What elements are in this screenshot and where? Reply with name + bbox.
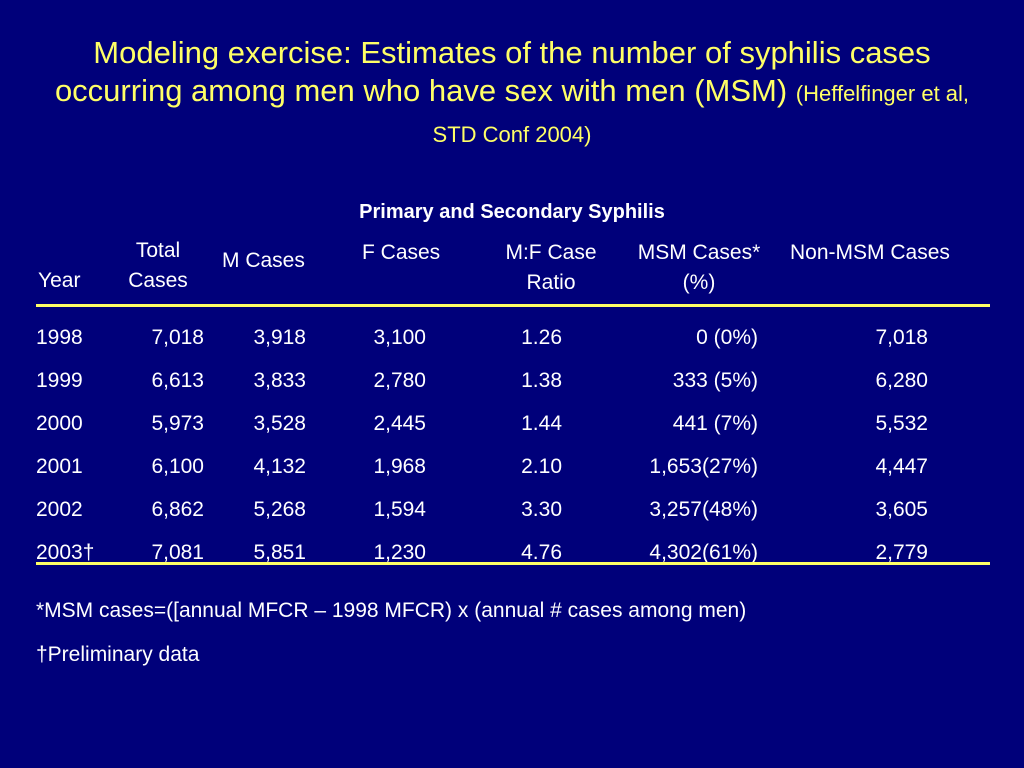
cell-year: 1998 [36, 326, 83, 349]
cell-nonmsm: 6,280 [875, 369, 928, 392]
cell-ratio: 1.44 [521, 412, 562, 435]
header-msm-cases: MSM Cases* (%) [622, 238, 776, 298]
cell-total: 6,613 [151, 369, 204, 392]
header-mf-ratio-line1: M:F Case [505, 241, 597, 264]
header-mf-ratio: M:F Case Ratio [492, 238, 610, 298]
cell-f: 1,594 [373, 498, 426, 521]
header-msm-cases-line1: MSM Cases* [637, 241, 761, 264]
cell-nonmsm: 3,605 [875, 498, 928, 521]
header-msm-cases-line2: (%) [682, 271, 716, 294]
cell-ratio: 1.38 [521, 369, 562, 392]
footer-rule [36, 562, 990, 565]
cell-nonmsm: 2,779 [875, 541, 928, 564]
header-m-cases: M Cases [222, 249, 305, 272]
header-total-cases-line1: Total [135, 239, 181, 262]
cell-year: 1999 [36, 369, 83, 392]
cell-msm: 441 (7%) [672, 412, 758, 435]
cell-nonmsm: 4,447 [875, 455, 928, 478]
slide-title: Modeling exercise: Estimates of the numb… [40, 34, 984, 154]
cell-f: 2,445 [373, 412, 426, 435]
header-total-cases: Total Cases [118, 236, 198, 296]
cell-msm: 1,653(27%) [649, 455, 758, 478]
cell-f: 1,230 [373, 541, 426, 564]
footnote-preliminary: †Preliminary data [36, 643, 200, 666]
slide-title-citation: (Heffelfinger et al, STD Conf 2004) [432, 81, 970, 147]
cell-msm: 333 (5%) [672, 369, 758, 392]
cell-m: 4,132 [253, 455, 306, 478]
slide-title-main: Modeling exercise: Estimates of the numb… [54, 35, 931, 108]
cell-year: 2000 [36, 412, 83, 435]
cell-m: 3,833 [253, 369, 306, 392]
cell-m: 3,918 [253, 326, 306, 349]
header-mf-ratio-line2: Ratio [526, 271, 576, 294]
cell-f: 2,780 [373, 369, 426, 392]
cell-total: 6,100 [151, 455, 204, 478]
cell-msm: 3,257(48%) [649, 498, 758, 521]
cell-msm: 4,302(61%) [649, 541, 758, 564]
cell-ratio: 1.26 [521, 326, 562, 349]
header-rule [36, 304, 990, 307]
cell-msm: 0 (0%) [696, 326, 758, 349]
cell-m: 5,268 [253, 498, 306, 521]
table-title: Primary and Secondary Syphilis [359, 201, 665, 223]
cell-total: 6,862 [151, 498, 204, 521]
cell-m: 3,528 [253, 412, 306, 435]
cell-m: 5,851 [253, 541, 306, 564]
cell-total: 7,018 [151, 326, 204, 349]
table-row: 2000 5,973 3,528 2,445 1.44 441 (7%) 5,5… [0, 409, 1024, 439]
cell-year: 2002 [36, 498, 83, 521]
cell-nonmsm: 7,018 [875, 326, 928, 349]
table-row: 1998 7,018 3,918 3,100 1.26 0 (0%) 7,018 [0, 323, 1024, 353]
cell-f: 1,968 [373, 455, 426, 478]
cell-year: 2003† [36, 541, 95, 564]
cell-f: 3,100 [373, 326, 426, 349]
cell-ratio: 4.76 [521, 541, 562, 564]
footnote-msm-definition: *MSM cases=([annual MFCR – 1998 MFCR) x … [36, 599, 747, 622]
table-row: 1999 6,613 3,833 2,780 1.38 333 (5%) 6,2… [0, 366, 1024, 396]
table-row: 2002 6,862 5,268 1,594 3.30 3,257(48%) 3… [0, 495, 1024, 525]
cell-nonmsm: 5,532 [875, 412, 928, 435]
header-nonmsm-cases: Non-MSM Cases [790, 241, 950, 264]
table-row: 2003† 7,081 5,851 1,230 4.76 4,302(61%) … [0, 538, 1024, 568]
cell-ratio: 3.30 [521, 498, 562, 521]
header-total-cases-line2: Cases [128, 269, 188, 292]
header-year: Year [38, 269, 81, 292]
cell-year: 2001 [36, 455, 83, 478]
cell-total: 5,973 [151, 412, 204, 435]
cell-total: 7,081 [151, 541, 204, 564]
header-f-cases: F Cases [362, 241, 441, 264]
cell-ratio: 2.10 [521, 455, 562, 478]
table-row: 2001 6,100 4,132 1,968 2.10 1,653(27%) 4… [0, 452, 1024, 482]
